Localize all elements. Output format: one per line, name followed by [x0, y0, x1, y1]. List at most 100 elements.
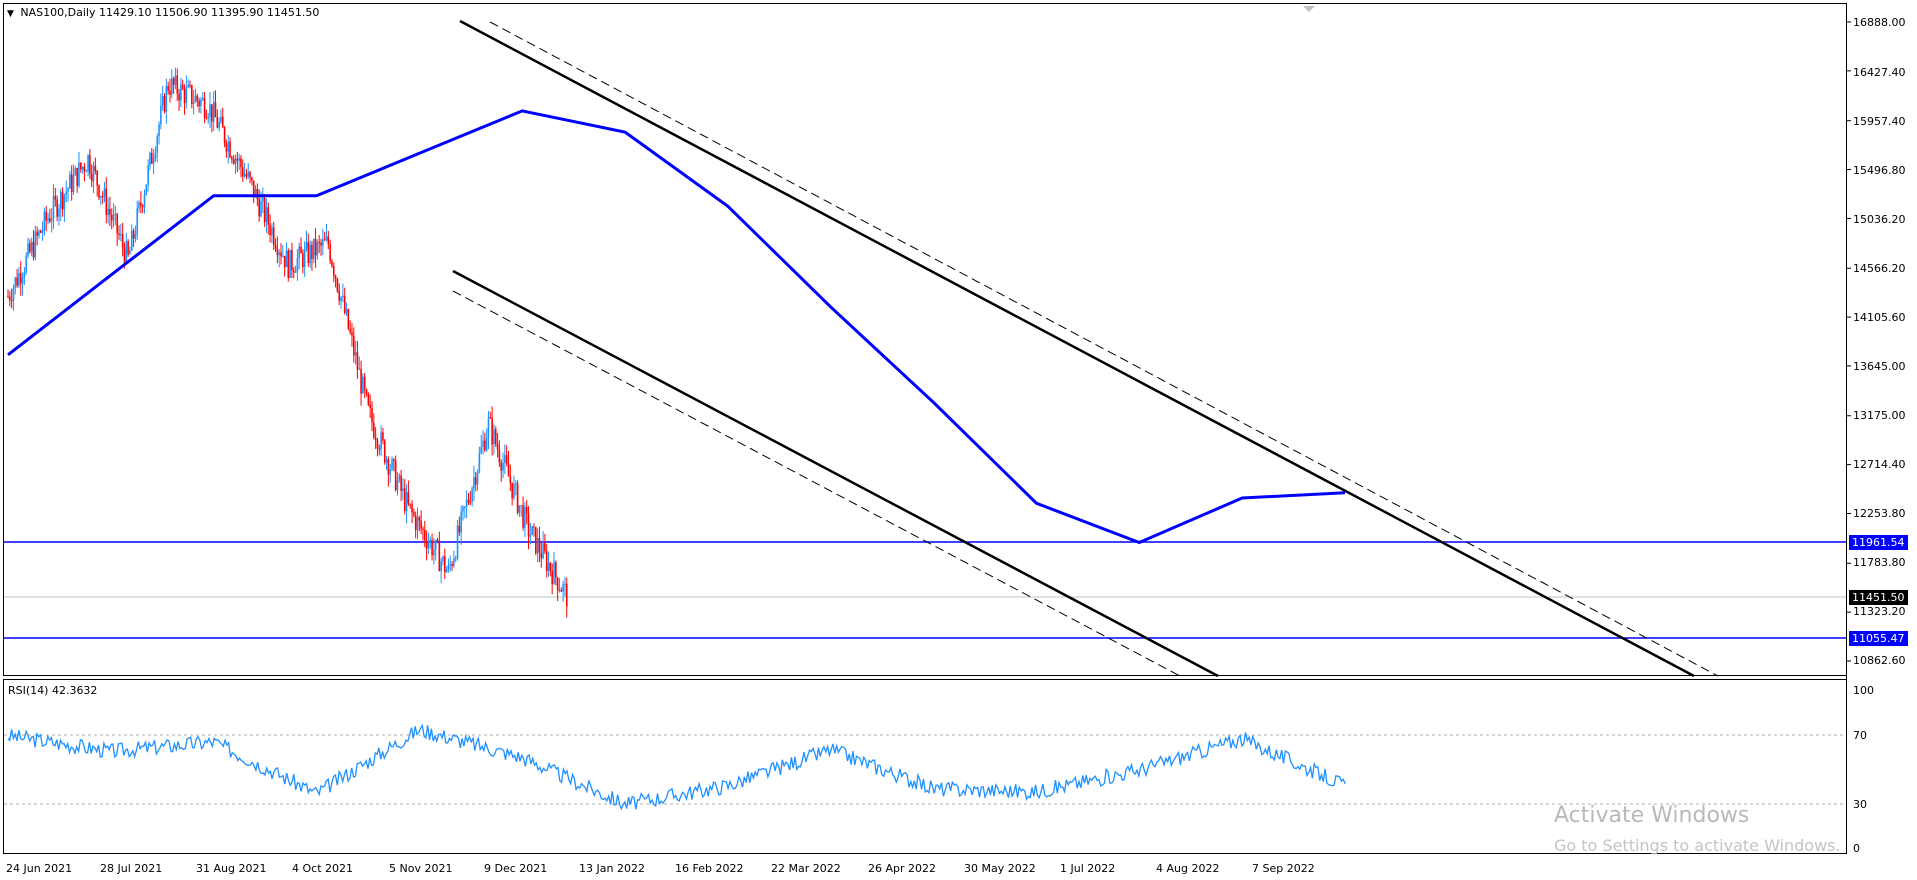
- candle-body: [160, 105, 162, 125]
- candle-body: [67, 188, 69, 192]
- candle-body: [56, 199, 58, 217]
- candle-body: [518, 505, 521, 513]
- candle-body: [393, 459, 395, 461]
- candle-body: [27, 243, 29, 256]
- candle-body: [109, 209, 111, 215]
- candle-body: [245, 174, 248, 177]
- candle-body: [409, 503, 412, 505]
- candle-body: [207, 116, 209, 119]
- candle-body: [203, 98, 206, 118]
- candle-body: [516, 483, 519, 513]
- candle-body: [110, 214, 113, 221]
- candle-body: [223, 127, 226, 143]
- candle-body: [458, 525, 461, 533]
- candle-body: [445, 569, 448, 573]
- price-tick: 13645.00: [1853, 360, 1906, 373]
- candle-body: [374, 437, 377, 441]
- candle-body: [303, 248, 306, 268]
- candle-body: [542, 543, 544, 559]
- candle-body: [174, 75, 177, 85]
- candle-body: [320, 242, 322, 246]
- candle-body: [505, 455, 508, 464]
- date-tick: 31 Aug 2021: [196, 862, 267, 875]
- candle-body: [376, 440, 379, 449]
- candle-body: [398, 475, 401, 481]
- candle-body: [387, 459, 390, 475]
- candle-body: [494, 429, 497, 445]
- price-tick: 14566.20: [1853, 262, 1906, 275]
- candle-body: [39, 230, 42, 233]
- candle-body: [269, 224, 271, 236]
- candle-body: [74, 168, 77, 176]
- candle-body: [98, 185, 100, 198]
- candle-body: [354, 352, 357, 356]
- candle-body: [545, 551, 548, 571]
- candle-body: [507, 463, 510, 477]
- candle-body: [181, 84, 184, 90]
- candle-body: [100, 196, 102, 198]
- candle-body: [105, 188, 108, 215]
- activate-windows-title: Activate Windows: [1554, 803, 1750, 828]
- candle-body: [112, 214, 115, 221]
- candle-body: [389, 469, 391, 475]
- candle-body: [191, 85, 193, 104]
- candle-body: [87, 155, 89, 172]
- candle-body: [342, 295, 344, 298]
- candle-body: [460, 511, 462, 533]
- candle-body: [356, 352, 359, 370]
- price-tick: 16427.40: [1853, 66, 1906, 79]
- candle-body: [240, 158, 242, 168]
- candle-body: [314, 238, 317, 256]
- candle-body: [331, 260, 333, 266]
- candle-body: [169, 90, 171, 95]
- candle-body: [433, 549, 435, 556]
- candle-body: [438, 541, 441, 572]
- candle-body: [50, 217, 53, 222]
- candle-body: [427, 543, 430, 549]
- candle-body: [351, 332, 353, 336]
- candle-body: [383, 440, 386, 463]
- channel-lines[interactable]: [452, 19, 1719, 678]
- candle-body: [558, 589, 561, 591]
- candle-body: [311, 244, 313, 260]
- price-tick: 11783.80: [1853, 556, 1906, 569]
- candle-body: [47, 218, 49, 221]
- price-tick: 13175.00: [1853, 409, 1906, 422]
- candle-body: [9, 296, 11, 300]
- rsi-label: RSI(14) 42.3632: [8, 684, 98, 697]
- candle-body: [178, 93, 180, 101]
- candle-body: [403, 488, 406, 511]
- candle-body: [560, 589, 563, 592]
- candle-body: [165, 86, 168, 112]
- candle-body: [189, 84, 191, 86]
- candle-body: [103, 188, 106, 197]
- rsi-tick: 0: [1853, 842, 1860, 855]
- candle-body: [78, 162, 80, 187]
- candle-body: [198, 100, 200, 107]
- scroll-marker-icon: [1303, 6, 1315, 12]
- candle-body: [176, 75, 179, 94]
- candle-body: [300, 246, 302, 254]
- candle-body: [280, 252, 282, 257]
- candle-body: [524, 506, 526, 528]
- candle-body: [212, 102, 215, 122]
- candle-body: [271, 227, 273, 236]
- date-tick: 30 May 2022: [964, 862, 1036, 875]
- candle-body: [231, 157, 233, 160]
- candle-body: [425, 540, 428, 549]
- candle-body: [316, 242, 319, 256]
- candle-body: [7, 296, 9, 298]
- candle-body: [367, 393, 370, 405]
- candle-body: [416, 517, 419, 531]
- candle-body: [553, 562, 555, 584]
- candle-body: [101, 196, 104, 198]
- candle-body: [371, 407, 373, 423]
- candle-body: [262, 197, 264, 202]
- level-label-11961: 11961.54: [1849, 535, 1908, 550]
- candle-body: [229, 141, 231, 158]
- candle-body: [171, 78, 173, 95]
- candle-body: [49, 218, 51, 222]
- triangle-down-icon[interactable]: ▼: [7, 9, 14, 19]
- candle-body: [482, 440, 484, 447]
